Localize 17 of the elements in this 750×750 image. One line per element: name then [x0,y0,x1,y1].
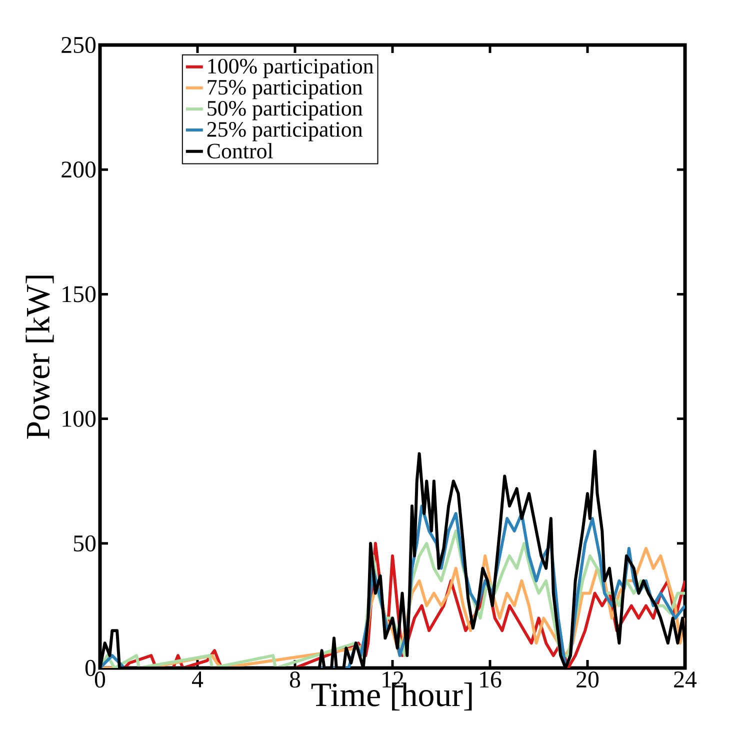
y-tick-label: 0 [85,660,96,676]
x-tick-label: 8 [290,672,300,688]
legend-label: Control [207,143,273,158]
x-tick-label: 20 [576,672,599,688]
x-tick-label: 16 [480,672,502,688]
y-tick-label: 100 [62,410,96,427]
legend-label: 100% participation [208,58,374,78]
y-tick-label: 150 [62,286,96,302]
legend-label: 75% participation [208,80,362,100]
y-axis-title: Power [kW] [26,276,54,439]
y-tick-label: 50 [74,535,96,552]
y-tick-label: 250 [62,36,96,54]
x-tick-label: 24 [674,672,697,688]
x-tick-label: 4 [192,672,204,688]
legend-label: 25% participation [207,122,362,142]
legend-label: 50% participation [208,100,362,120]
y-tick-label: 200 [62,162,96,178]
